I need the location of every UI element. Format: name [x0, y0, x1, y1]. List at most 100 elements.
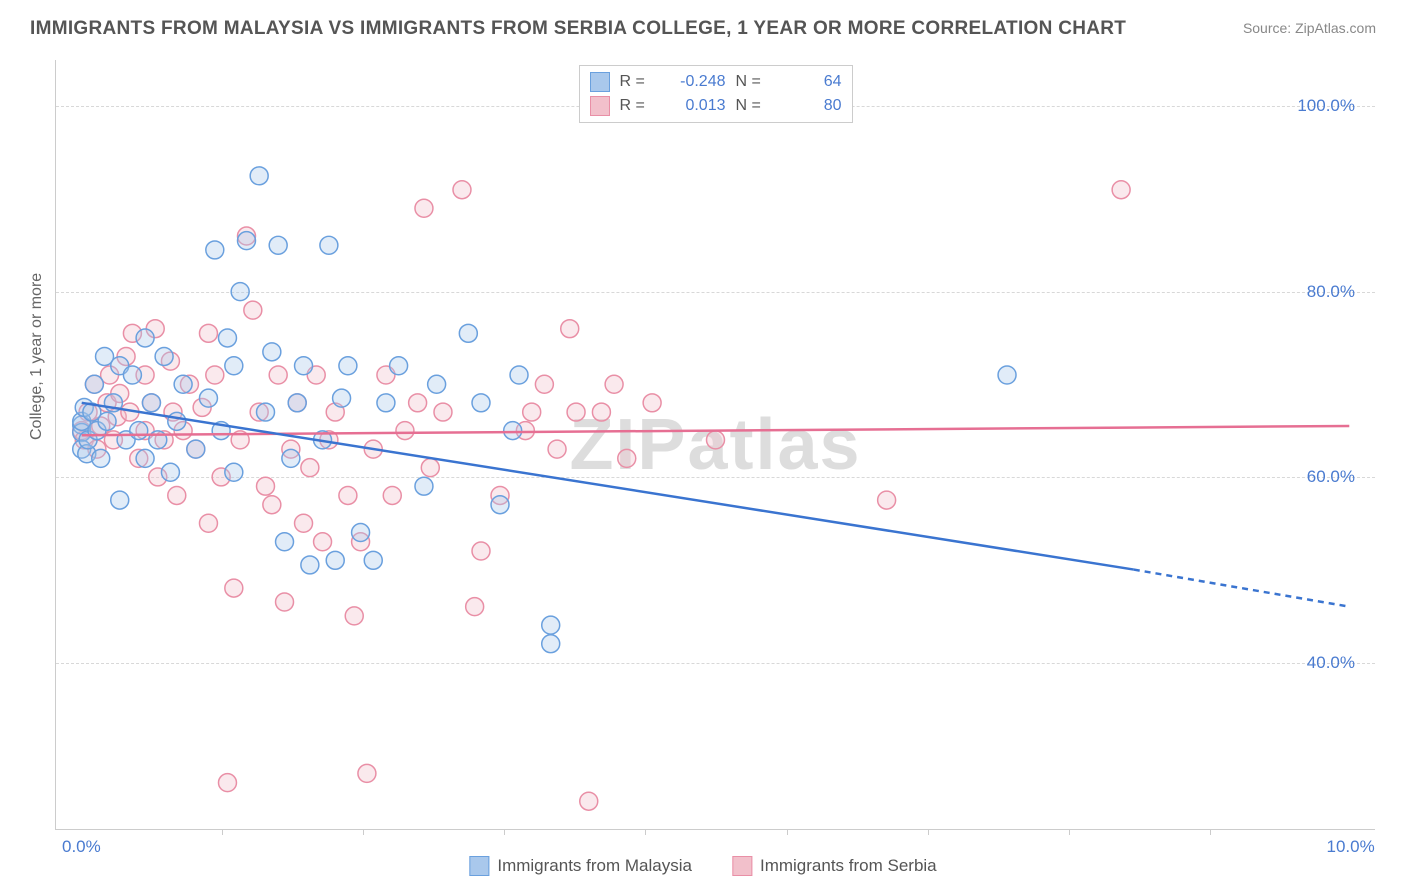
scatter-point	[428, 375, 446, 393]
scatter-point	[301, 459, 319, 477]
scatter-point	[199, 514, 217, 532]
scatter-point	[998, 366, 1016, 384]
legend-row-serbia: R = 0.013 N = 80	[590, 94, 842, 118]
scatter-point	[535, 375, 553, 393]
scatter-point	[244, 301, 262, 319]
swatch-malaysia	[590, 72, 610, 92]
scatter-point	[472, 394, 490, 412]
scatter-point	[352, 524, 370, 542]
source-attribution: Source: ZipAtlas.com	[1243, 20, 1376, 36]
swatch-malaysia	[469, 856, 489, 876]
scatter-point	[472, 542, 490, 560]
scatter-point	[263, 343, 281, 361]
scatter-point	[98, 412, 116, 430]
scatter-point	[453, 181, 471, 199]
scatter-point	[542, 635, 560, 653]
scatter-point	[250, 167, 268, 185]
scatter-point	[161, 463, 179, 481]
scatter-point	[618, 449, 636, 467]
scatter-point	[295, 514, 313, 532]
scatter-point	[263, 496, 281, 514]
chart-container: IMMIGRANTS FROM MALAYSIA VS IMMIGRANTS F…	[0, 0, 1406, 892]
chart-title: IMMIGRANTS FROM MALAYSIA VS IMMIGRANTS F…	[30, 18, 1126, 40]
scatter-point	[415, 477, 433, 495]
scatter-point	[276, 593, 294, 611]
scatter-point	[390, 357, 408, 375]
scatter-point	[199, 324, 217, 342]
scatter-point	[580, 792, 598, 810]
r-label: R =	[620, 97, 656, 115]
scatter-point	[269, 236, 287, 254]
x-minor-tick	[222, 829, 223, 835]
scatter-point	[130, 422, 148, 440]
scatter-point	[567, 403, 585, 421]
plot-area: ZIPatlas R = -0.248 N = 64 R = 0.013 N =…	[55, 60, 1375, 830]
r-value-serbia: 0.013	[666, 97, 726, 115]
x-minor-tick	[645, 829, 646, 835]
scatter-point	[142, 394, 160, 412]
scatter-point	[1112, 181, 1130, 199]
scatter-point	[257, 477, 275, 495]
scatter-point	[225, 357, 243, 375]
scatter-point	[276, 533, 294, 551]
scatter-point	[123, 366, 141, 384]
scatter-point	[523, 403, 541, 421]
scatter-point	[561, 320, 579, 338]
scatter-point	[206, 366, 224, 384]
legend-label-serbia: Immigrants from Serbia	[760, 856, 937, 876]
scatter-point	[225, 463, 243, 481]
regression-line	[1134, 570, 1349, 607]
scatter-point	[136, 329, 154, 347]
swatch-serbia	[590, 96, 610, 116]
scatter-point	[434, 403, 452, 421]
swatch-serbia	[732, 856, 752, 876]
scatter-point	[111, 491, 129, 509]
y-axis-label: College, 1 year or more	[28, 273, 46, 440]
scatter-point	[326, 551, 344, 569]
scatter-point	[510, 366, 528, 384]
scatter-point	[364, 551, 382, 569]
scatter-point	[491, 496, 509, 514]
legend-label-malaysia: Immigrants from Malaysia	[497, 856, 692, 876]
x-minor-tick	[928, 829, 929, 835]
scatter-point	[643, 394, 661, 412]
scatter-point	[504, 422, 522, 440]
scatter-svg	[56, 60, 1375, 829]
scatter-point	[320, 236, 338, 254]
scatter-point	[168, 412, 186, 430]
r-label: R =	[620, 73, 656, 91]
scatter-point	[288, 394, 306, 412]
scatter-point	[605, 375, 623, 393]
scatter-point	[257, 403, 275, 421]
scatter-point	[155, 347, 173, 365]
scatter-point	[459, 324, 477, 342]
scatter-point	[707, 431, 725, 449]
scatter-point	[187, 440, 205, 458]
n-label: N =	[736, 73, 772, 91]
scatter-point	[409, 394, 427, 412]
series-legend: Immigrants from Malaysia Immigrants from…	[461, 854, 944, 878]
scatter-point	[218, 774, 236, 792]
scatter-point	[377, 394, 395, 412]
scatter-point	[396, 422, 414, 440]
scatter-point	[878, 491, 896, 509]
scatter-point	[301, 556, 319, 574]
scatter-point	[295, 357, 313, 375]
x-minor-tick	[363, 829, 364, 835]
scatter-point	[548, 440, 566, 458]
x-tick-label: 10.0%	[1327, 837, 1375, 857]
correlation-legend: R = -0.248 N = 64 R = 0.013 N = 80	[579, 65, 853, 123]
scatter-point	[466, 598, 484, 616]
scatter-point	[231, 283, 249, 301]
x-tick-label: 0.0%	[62, 837, 101, 857]
scatter-point	[339, 486, 357, 504]
scatter-point	[282, 449, 300, 467]
scatter-point	[136, 449, 154, 467]
scatter-point	[421, 459, 439, 477]
scatter-point	[383, 486, 401, 504]
x-minor-tick	[787, 829, 788, 835]
scatter-point	[358, 764, 376, 782]
scatter-point	[238, 232, 256, 250]
scatter-point	[339, 357, 357, 375]
scatter-point	[415, 199, 433, 217]
